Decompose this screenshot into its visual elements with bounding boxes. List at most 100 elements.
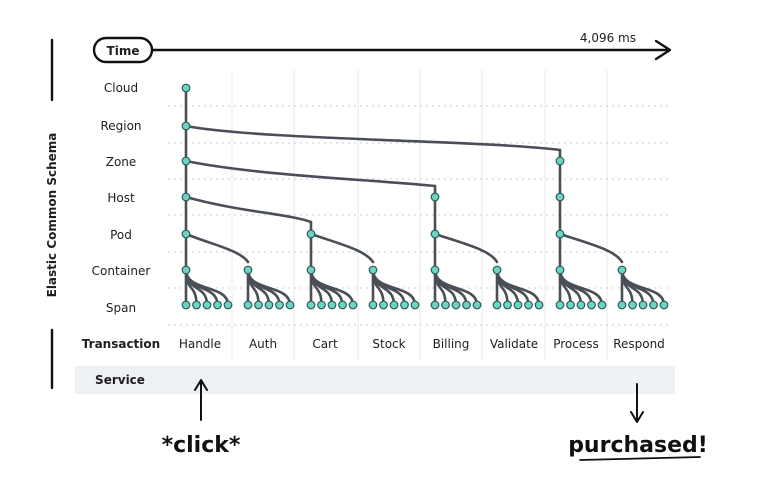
node-pod-d [555,229,565,239]
start-annotation-text: *click* [162,433,241,458]
level-labels: Cloud Region Zone Host Pod Container Spa… [92,81,151,315]
transaction-cart: Cart [312,337,338,351]
span-node [430,300,440,310]
span-node [275,300,284,310]
tree-edges [184,86,624,272]
span-node [306,300,316,310]
end-annotation-underline [579,456,701,461]
start-annotation: *click* [162,379,241,458]
span-node [254,300,263,310]
node-zone-b [555,156,565,166]
span-node [213,300,222,310]
span-node [617,300,627,310]
time-label: Time [107,44,140,58]
span-edge [433,268,479,307]
span-node [576,300,586,310]
span-node [327,300,337,310]
span-node [513,300,523,310]
node-container-stock [368,265,378,275]
level-label-container: Container [92,264,151,278]
span-node [462,300,471,310]
transaction-handle: Handle [179,337,221,351]
transaction-header: Transaction [82,337,160,351]
start-arrow-head [194,379,208,391]
span-node [317,300,326,310]
span-node [192,300,201,310]
transaction-process: Process [553,337,599,351]
span-node [555,300,565,310]
node-host-c [555,192,565,202]
trace-tree [181,83,669,310]
node-container-validate [492,265,502,275]
span-node [181,300,191,310]
span-node [472,300,482,310]
end-arrow-head [630,411,644,423]
transaction-respond: Respond [613,337,665,351]
node-region [181,121,191,131]
span-node [597,300,607,310]
span-edge [558,268,604,307]
service-label: Service [95,373,145,387]
node-container-process [555,265,565,275]
span-node [441,300,450,310]
span-node [348,300,358,310]
level-label-host: Host [107,191,135,205]
node-container-billing [430,265,440,275]
node-zone-a [181,156,191,166]
node-pod-c [430,229,440,239]
span-node [410,300,420,310]
span-edge [620,268,666,307]
span-node [649,300,658,310]
span-node [628,300,637,310]
transaction-auth: Auth [249,337,277,351]
node-container-cart [306,265,316,275]
service-band [75,366,675,394]
span-node [264,300,274,310]
transaction-validate: Validate [490,337,538,351]
schema-axis: Elastic Common Schema [45,38,59,390]
span-node [659,300,669,310]
level-label-region: Region [100,119,141,133]
span-edge [495,268,541,307]
span-edge [371,268,417,307]
node-pod-a [181,229,191,239]
span-node [202,300,212,310]
span-node [492,300,502,310]
span-node [285,300,295,310]
span-node [379,300,388,310]
time-arrow-head [654,39,672,61]
node-host-b [430,192,440,202]
span-node [400,300,409,310]
end-annotation-text: purchased! [568,433,708,458]
span-edge [184,268,230,307]
span-edge [246,268,292,307]
node-host-a [181,192,191,202]
span-node [503,300,512,310]
span-edge [309,268,355,307]
span-edges [184,268,666,307]
time-value: 4,096 ms [580,31,636,45]
node-pod-b [306,229,316,239]
span-node [451,300,461,310]
end-annotation: purchased! [568,383,708,461]
span-node [587,300,596,310]
span-node [566,300,575,310]
node-container-respond [617,265,627,275]
time-axis: Time 4,096 ms [92,31,672,64]
node-container-auth [243,265,253,275]
span-node [338,300,347,310]
level-label-span: Span [106,301,136,315]
node-cloud [181,83,191,93]
node-container-handle [181,265,191,275]
span-node [534,300,544,310]
span-node [389,300,399,310]
schema-label: Elastic Common Schema [45,133,59,298]
span-nodes [181,300,669,310]
span-node [524,300,533,310]
span-node [638,300,648,310]
transaction-billing: Billing [433,337,470,351]
transaction-stock: Stock [372,337,405,351]
span-node [368,300,378,310]
row-grid [168,105,672,326]
